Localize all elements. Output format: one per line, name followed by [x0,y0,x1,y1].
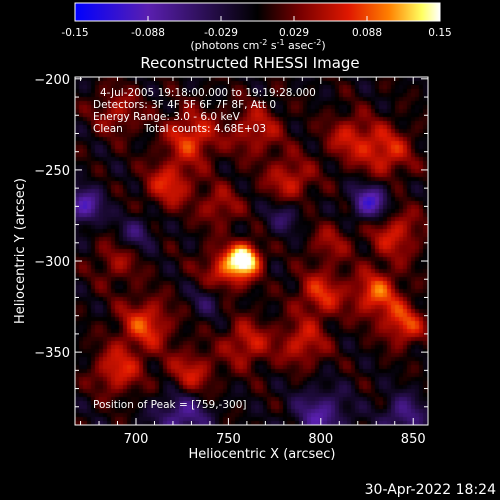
annotation-clean: Clean [93,123,123,135]
colorbar-ticks: -0.15 -0.088 -0.029 0.029 0.088 0.15 [61,16,452,39]
annotation-detectors: Detectors: 3F 4F 5F 6F 7F 8F, Att 0 [93,99,276,111]
y-axis-label: Heliocentric Y (arcsec) [13,178,28,324]
plot-frame [74,76,429,426]
x-tick-label: 750 [216,432,241,447]
annotations: 4-Jul-2005 19:18:00.000 to 19:19:28.000 … [93,87,316,411]
colorbar-tick-label: 0.088 [352,27,382,39]
colorbar-tick-label: 0.15 [428,27,451,39]
heatmap-image-wrapper [75,77,428,425]
x-tick-label: 700 [124,432,149,447]
x-axis: 700 750 800 850 [80,77,426,447]
annotation-time: 4-Jul-2005 19:18:00.000 to 19:19:28.000 [100,87,316,99]
colorbar-tick-label: -0.15 [61,27,88,39]
y-tick-label: −350 [34,346,70,361]
annotation-counts: Total counts: 4.68E+03 [143,123,266,135]
heatmap-image [75,77,428,425]
colorbar [74,2,441,22]
colorbar-tick-label: 0.029 [279,27,309,39]
x-axis-label: Heliocentric X (arcsec) [189,447,336,462]
y-tick-label: −250 [34,164,70,179]
y-axis: −200 −250 −300 −350 [34,73,428,426]
chart-title: Reconstructed RHESSI Image [140,54,359,72]
annotation-peak: Position of Peak = [759,-300] [93,399,247,411]
colorbar-tick-label: -0.029 [204,27,238,39]
colorbar-tick-label: -0.088 [131,27,165,39]
y-tick-label: −200 [34,73,70,88]
x-tick-label: 800 [308,432,333,447]
annotation-energy: Energy Range: 3.0 - 6.0 keV [93,111,241,123]
x-tick-label: 850 [401,432,426,447]
colorbar-unit: (photons cm-2 s-1 asec-2) [190,38,325,52]
footer-datetime: 30-Apr-2022 18:24 [364,482,496,498]
y-tick-label: −300 [34,255,70,270]
